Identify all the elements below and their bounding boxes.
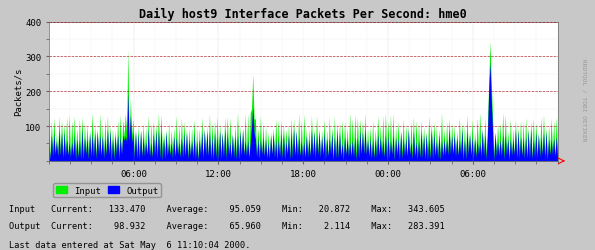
Text: Output  Current:    98.932    Average:    65.960    Min:    2.114    Max:   283.: Output Current: 98.932 Average: 65.960 M…	[9, 221, 444, 230]
Y-axis label: Packets/s: Packets/s	[13, 68, 22, 116]
Title: Daily host9 Interface Packets Per Second: hme0: Daily host9 Interface Packets Per Second…	[139, 8, 467, 21]
Legend: Input, Output: Input, Output	[54, 183, 161, 198]
Text: RRDTOOL / TOBI OETIKER: RRDTOOL / TOBI OETIKER	[582, 59, 587, 141]
Text: Last data entered at Sat May  6 11:10:04 2000.: Last data entered at Sat May 6 11:10:04 …	[9, 240, 250, 249]
Text: Input   Current:   133.470    Average:    95.059    Min:   20.872    Max:   343.: Input Current: 133.470 Average: 95.059 M…	[9, 204, 444, 213]
